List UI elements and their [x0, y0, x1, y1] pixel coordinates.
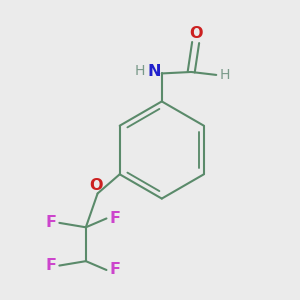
- Text: N: N: [148, 64, 161, 80]
- Text: F: F: [45, 258, 56, 273]
- Text: F: F: [110, 262, 121, 278]
- Text: F: F: [110, 211, 121, 226]
- Text: O: O: [189, 26, 202, 40]
- Text: H: H: [134, 64, 145, 78]
- Text: F: F: [45, 215, 56, 230]
- Text: O: O: [89, 178, 103, 193]
- Text: H: H: [219, 68, 230, 82]
